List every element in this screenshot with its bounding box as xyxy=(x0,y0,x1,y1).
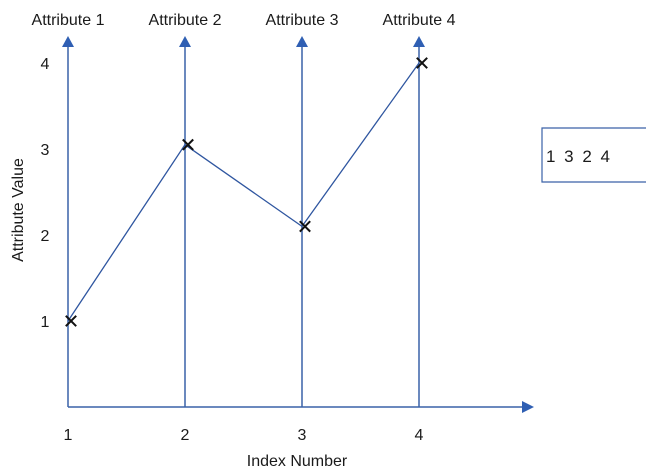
attribute-axis-arrowhead-1 xyxy=(62,36,74,47)
y-axis-title: Attribute Value xyxy=(10,158,27,262)
series-line xyxy=(67,62,420,322)
y-tick-label-1: 1 xyxy=(41,314,50,331)
attribute-axis-arrowhead-2 xyxy=(179,36,191,47)
vector-box-label: 1 3 2 4 xyxy=(546,147,612,166)
data-point-3 xyxy=(299,220,311,233)
x-axis-title: Index Number xyxy=(247,453,348,470)
data-layer xyxy=(65,57,428,327)
vector-box: 1 3 2 4 xyxy=(541,127,646,183)
x-axis-arrowhead xyxy=(522,401,534,413)
data-point-4 xyxy=(416,57,428,69)
attribute-label-2: Attribute 2 xyxy=(149,12,222,29)
vector-box-frame xyxy=(541,127,646,183)
x-tick-label-3: 3 xyxy=(298,427,307,444)
attribute-axis-arrowhead-3 xyxy=(296,36,308,47)
attribute-label-3: Attribute 3 xyxy=(266,12,339,29)
data-point-2 xyxy=(182,138,194,151)
y-tick-label-3: 3 xyxy=(41,142,50,159)
attribute-label-4: Attribute 4 xyxy=(383,12,456,29)
y-tick-label-2: 2 xyxy=(41,228,50,245)
axes-layer: Attribute 1 1 Attribute 2 2 Attribute 3 3 Attr… xyxy=(32,12,534,444)
x-tick-label-2: 2 xyxy=(181,427,190,444)
y-tick-label-4: 4 xyxy=(41,56,50,73)
data-point-1 xyxy=(65,315,77,327)
x-tick-label-4: 4 xyxy=(415,427,424,444)
attribute-axis-arrowhead-4 xyxy=(413,36,425,47)
attribute-label-1: Attribute 1 xyxy=(32,12,105,29)
x-tick-label-1: 1 xyxy=(64,427,73,444)
